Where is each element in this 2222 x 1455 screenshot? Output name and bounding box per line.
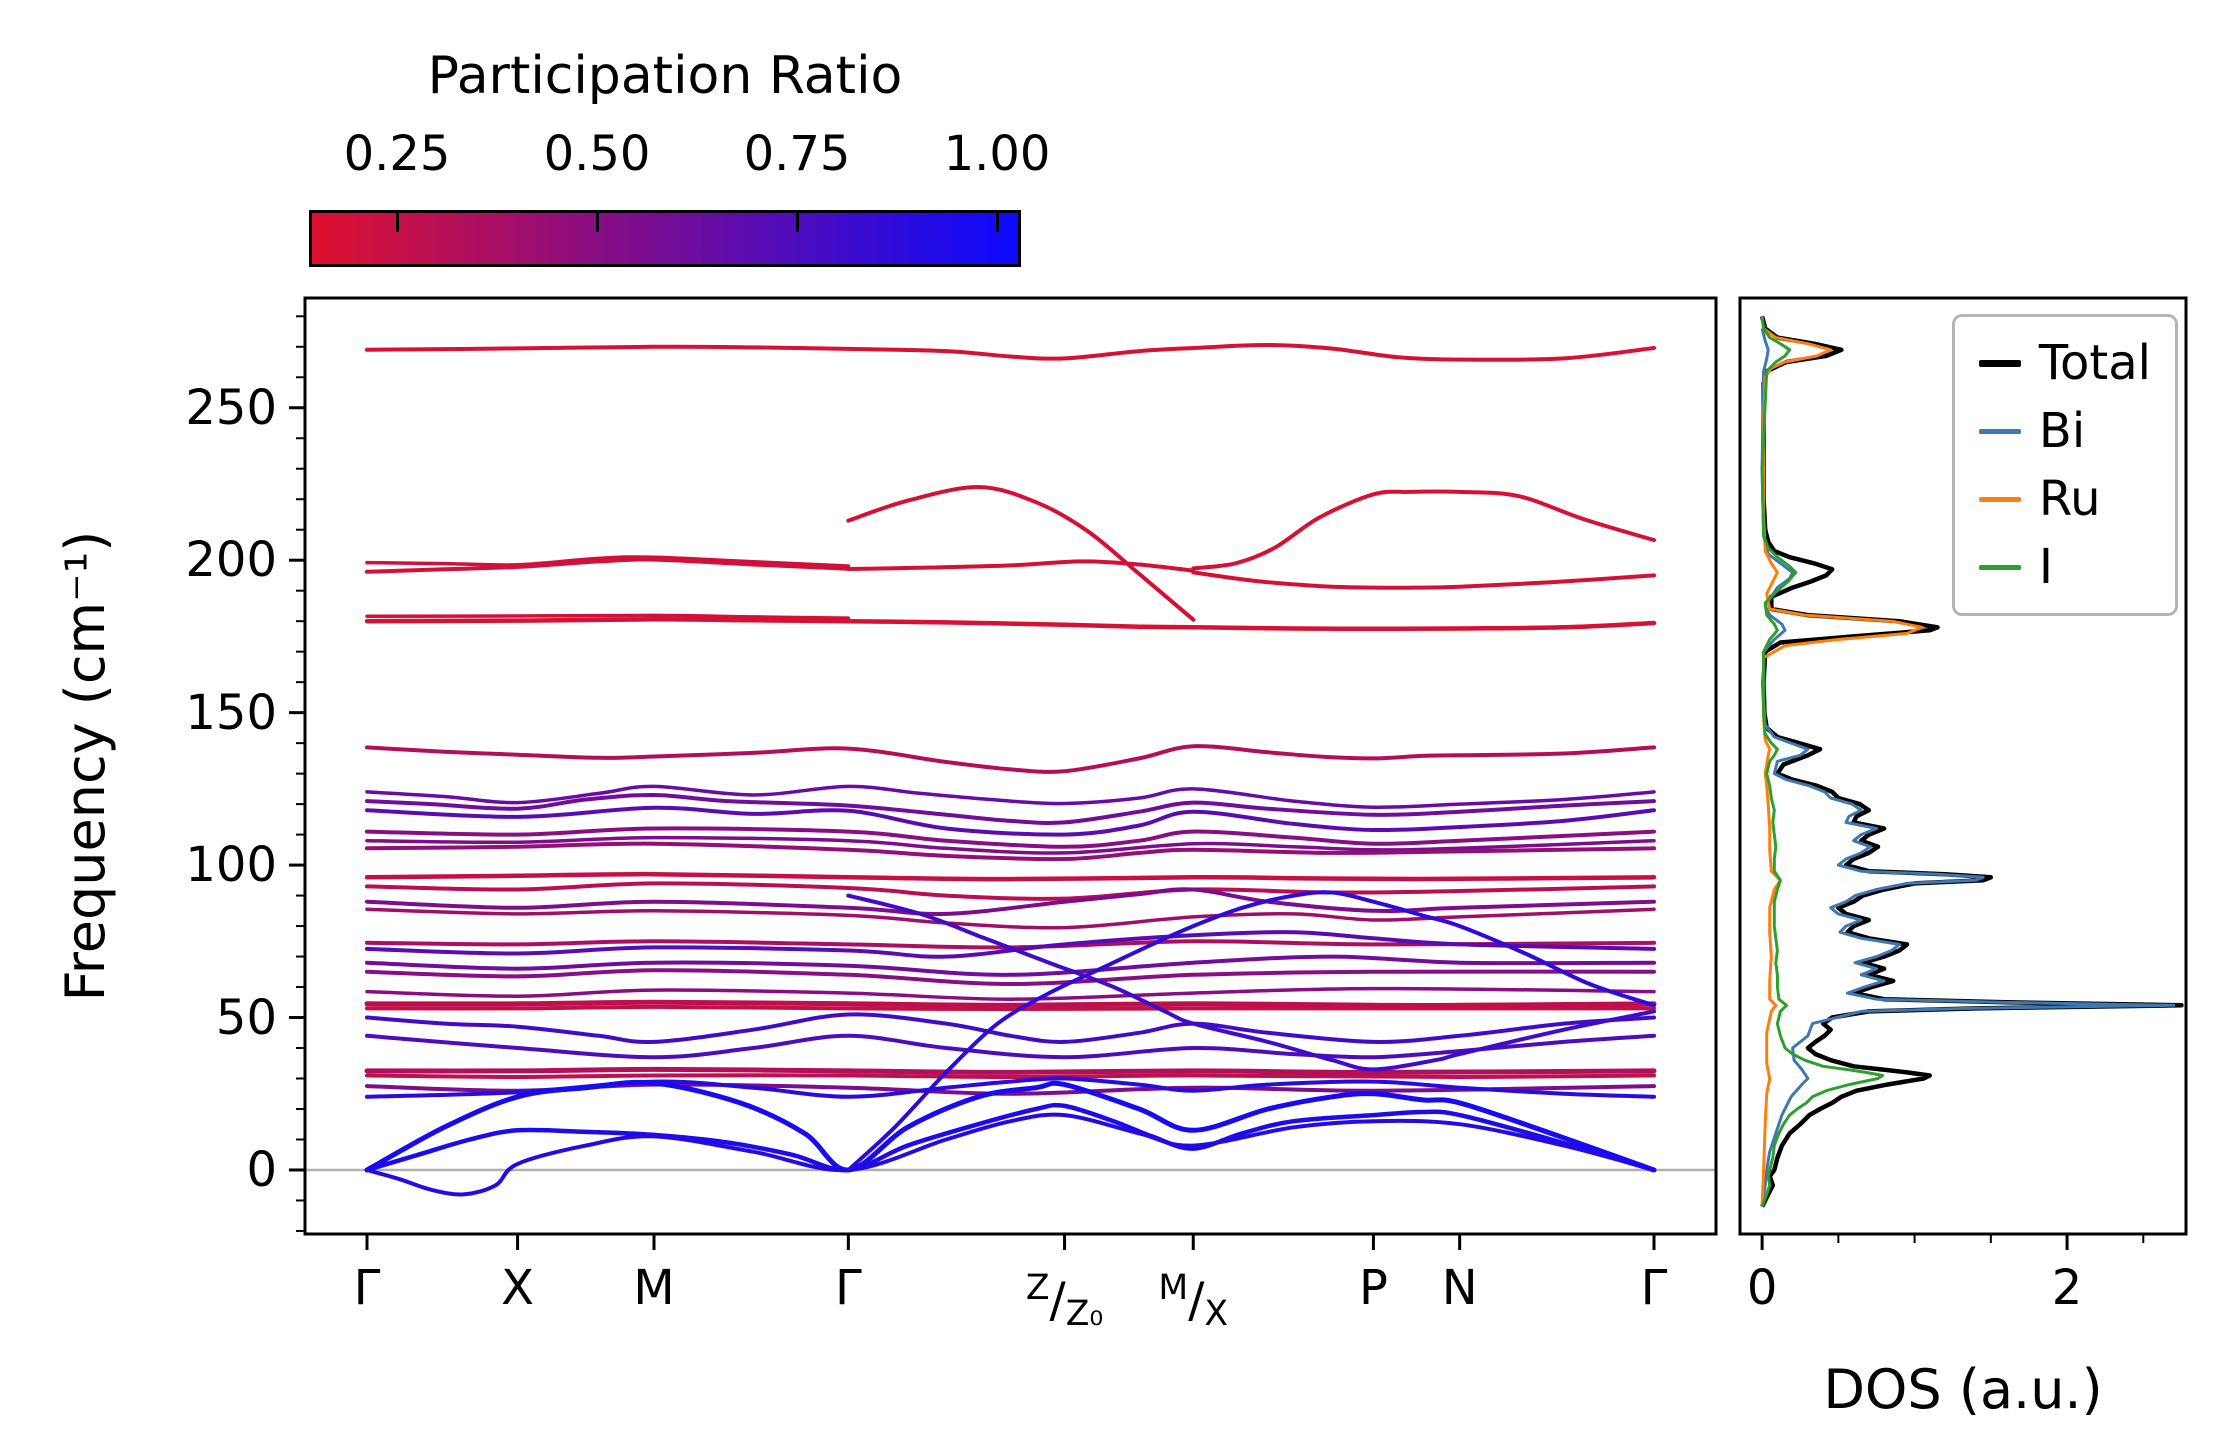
dos-tick-label: 2 (2051, 1260, 2083, 1316)
phonon-band (364, 617, 1657, 632)
phonon-band (365, 744, 1656, 774)
phonon-band (365, 1012, 1656, 1045)
band-panel-frame (303, 296, 1718, 1236)
phonon-band (365, 826, 1656, 849)
dos-axis-label: DOS (a.u.) (1823, 1358, 2103, 1421)
phonon-band (846, 890, 1656, 1172)
phonon-band (365, 939, 1656, 950)
phonon-band (364, 1079, 1657, 1173)
kpoint-label: X (501, 1260, 535, 1316)
legend-label: Bi (2038, 403, 2086, 459)
y-tick-label: 50 (215, 989, 277, 1046)
dos-legend: Total Bi Ru I (1951, 314, 2178, 616)
phonon-band (364, 871, 1657, 882)
kpoint-label: Γ (834, 1260, 862, 1316)
kpoint-label: Γ (353, 1260, 381, 1316)
kpoint-label: Γ (1640, 1260, 1668, 1316)
colorbar-tick-label: 0.75 (743, 126, 851, 182)
dos-curve-i (1760, 316, 1885, 1208)
colorbar-tick-label: 0.50 (543, 126, 651, 182)
phonon-band (365, 1004, 1656, 1012)
kpoint-label: M/X (1158, 1268, 1229, 1334)
colorbar-tick (995, 210, 999, 232)
y-tick-label: 150 (185, 684, 277, 741)
phonon-band (365, 887, 1656, 917)
dos-panel-frame (1738, 296, 2188, 1236)
dos-curve-bi (1760, 328, 2176, 1207)
y-tick-label: 0 (246, 1141, 277, 1198)
phonon-band (1191, 489, 1656, 571)
phonon-band (365, 557, 851, 574)
colorbar-tick (595, 210, 599, 232)
legend-entry-i: I (1978, 535, 2151, 599)
kpoint-label: N (1441, 1260, 1478, 1316)
colorbar-tick-label: 0.25 (343, 126, 451, 182)
y-tick-label: 200 (185, 532, 277, 589)
legend-swatch-ru (1978, 496, 2021, 502)
phonon-band (364, 1066, 1657, 1075)
kpoint-label: Z/Z₀ (1025, 1268, 1104, 1334)
dos-curves-group (1759, 315, 2184, 1208)
colorbar-tick (795, 210, 799, 232)
phonon-band (1191, 570, 1656, 590)
phonon-bands-group (364, 342, 1657, 1197)
colorbar-tick (395, 210, 399, 232)
kpoint-label: M (633, 1260, 675, 1316)
legend-label: I (2038, 539, 2054, 595)
phonon-band (365, 841, 1656, 862)
phonon-band (846, 559, 1196, 573)
legend-swatch-total (1978, 359, 2021, 367)
kpoint-label: P (1358, 1260, 1388, 1316)
phonon-band (365, 613, 851, 620)
phonon-band (365, 805, 1656, 837)
phonon-band (365, 784, 1656, 810)
phonon-band (364, 999, 1657, 1009)
phonon-band (365, 555, 851, 568)
phonon-band (846, 893, 1656, 1072)
legend-entry-bi: Bi (1978, 399, 2151, 463)
phonon-band (365, 930, 1656, 959)
colorbar-title: Participation Ratio (427, 46, 903, 106)
phonon-band (365, 1112, 1656, 1197)
legend-label: Total (2038, 335, 2151, 391)
axes-group (289, 296, 2188, 1250)
phonon-band (365, 1073, 1656, 1080)
phonon-band (365, 342, 1656, 362)
phonon-band (365, 1033, 1656, 1060)
phonon-band (365, 968, 1656, 987)
phonon-band (365, 907, 1656, 930)
colorbar (309, 210, 1021, 267)
phonon-band (365, 986, 1656, 1001)
dos-tick-label: 0 (1746, 1260, 1778, 1316)
phonon-band (846, 484, 1196, 622)
legend-label: Ru (2038, 471, 2101, 527)
phonon-band (365, 792, 1656, 825)
y-axis-label: Frequency (cm⁻¹) (54, 530, 117, 1002)
phonon-band (365, 881, 1656, 901)
legend-swatch-bi (1978, 428, 2021, 434)
phonon-band (365, 954, 1656, 977)
phonon-band (364, 1102, 1657, 1173)
phonon-band (365, 835, 1656, 855)
legend-swatch-i (1978, 564, 2021, 570)
y-tick-label: 250 (185, 379, 277, 436)
colorbar-tick-label: 1.00 (943, 126, 1051, 182)
y-tick-label: 100 (185, 837, 277, 894)
legend-entry-total: Total (1978, 331, 2151, 395)
legend-entry-ru: Ru (1978, 467, 2151, 531)
